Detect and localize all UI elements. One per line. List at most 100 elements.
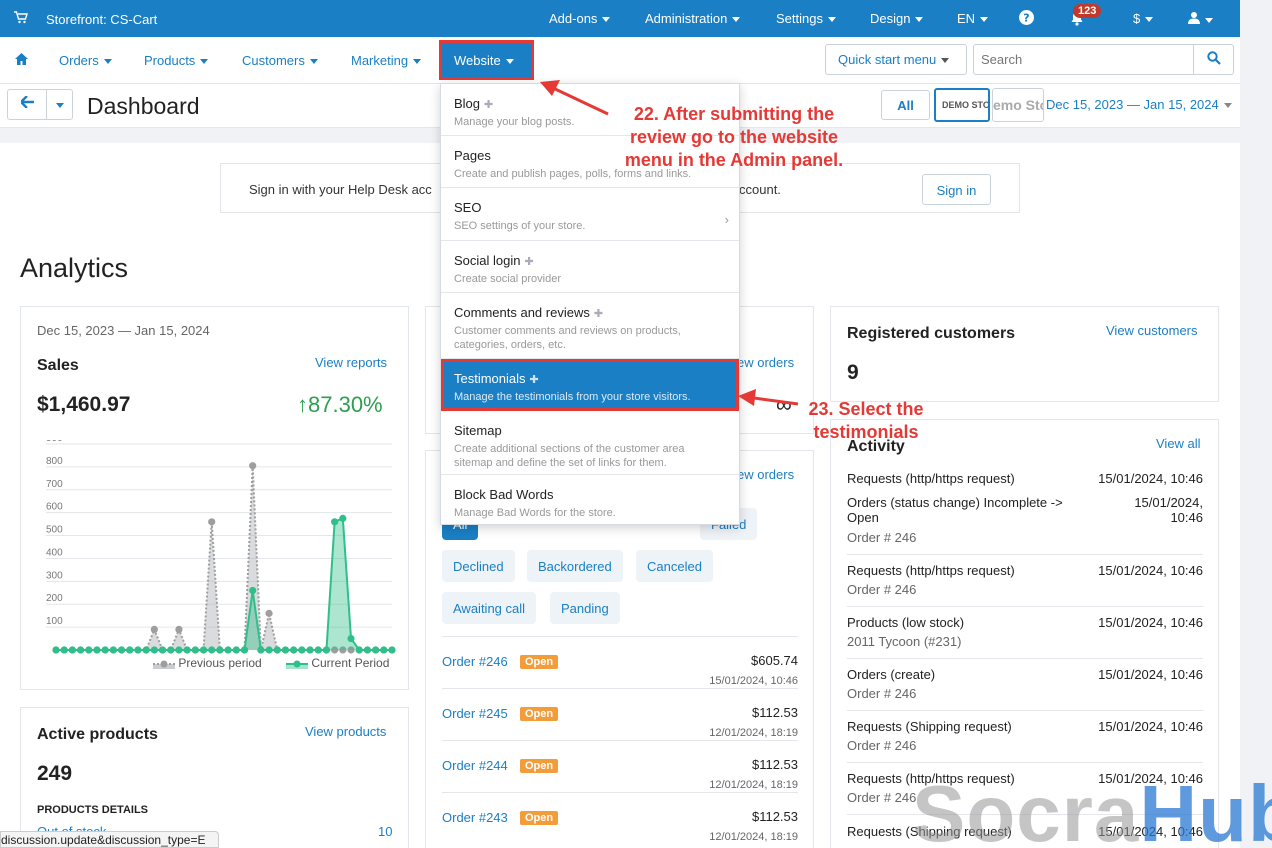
activity-row: Products (low stock) 2011 Tycoon (#231) … — [847, 615, 1203, 659]
menu-item-testimonials[interactable]: Testimonials ✚ Manage the testimonials fr… — [441, 359, 739, 411]
current-period-point — [208, 646, 216, 654]
products-menu[interactable]: Products — [144, 53, 209, 68]
current-period-point — [101, 646, 109, 654]
current-period-point — [134, 646, 142, 654]
active-products-title: Active products — [37, 726, 158, 743]
language-menu[interactable]: EN — [957, 11, 989, 26]
tag-panding[interactable]: Panding — [550, 592, 620, 624]
current-period-point — [126, 646, 134, 654]
order-link[interactable]: Order #246 — [442, 654, 508, 669]
view-orders-link-2[interactable]: ew orders — [737, 467, 795, 482]
menu-item-sitemap[interactable]: Sitemap Create additional sections of th… — [441, 411, 739, 475]
view-customers-link[interactable]: View customers — [1106, 323, 1198, 338]
current-period-point — [52, 646, 60, 654]
user-menu[interactable] — [1188, 11, 1213, 27]
y-tick-label: 600 — [46, 502, 63, 513]
tag-canceled[interactable]: Canceled — [636, 550, 713, 582]
currency-menu[interactable]: $ — [1133, 11, 1154, 26]
status-badge: Open — [520, 707, 559, 721]
menu-item-comments-reviews[interactable]: Comments and reviews ✚ Customer comments … — [441, 293, 739, 359]
analytics-title: Analytics — [20, 253, 129, 283]
sales-card — [20, 306, 409, 690]
page-title: Dashboard — [87, 93, 200, 119]
chevron-right-icon: › — [724, 212, 729, 227]
website-menu[interactable]: Website — [439, 40, 534, 80]
current-period-point — [199, 646, 208, 654]
order-date: 12/01/2024, 18:19 — [709, 831, 798, 843]
svg-text:?: ? — [1023, 12, 1029, 25]
addons-menu[interactable]: Add-ons — [549, 11, 611, 26]
view-reports-link[interactable]: View reports — [315, 355, 388, 370]
history-dropdown-button[interactable] — [46, 89, 73, 120]
current-period-point — [273, 646, 281, 654]
help-icon[interactable]: ? — [1019, 10, 1034, 28]
order-link[interactable]: Order #243 — [442, 810, 508, 825]
y-tick-label: 700 — [46, 479, 63, 490]
current-period-point — [249, 586, 257, 595]
current-period-point — [232, 646, 240, 654]
storefront-switcher[interactable]: Storefront: CS-Cart — [14, 11, 157, 27]
out-of-stock-count[interactable]: 10 — [378, 824, 393, 839]
view-products-link[interactable]: View products — [305, 724, 387, 739]
customers-menu[interactable]: Customers — [242, 53, 318, 68]
previous-period-point — [249, 462, 257, 470]
orders-menu[interactable]: Orders — [59, 53, 112, 68]
order-row[interactable]: Order #244 Open $112.53 12/01/2024, 18:1… — [442, 740, 798, 792]
order-row[interactable]: Order #245 Open $112.53 12/01/2024, 18:1… — [442, 688, 798, 740]
current-period-point — [158, 646, 167, 654]
menu-item-pages[interactable]: Pages Create and publish pages, polls, f… — [441, 136, 739, 188]
current-period-point — [60, 646, 68, 654]
search-button[interactable] — [1193, 44, 1234, 75]
marketing-menu[interactable]: Marketing — [351, 53, 422, 68]
storefront-logo-1[interactable]: DEMO STO — [934, 88, 990, 122]
tag-awaiting-call[interactable]: Awaiting call — [442, 592, 537, 624]
cart-icon — [14, 11, 28, 27]
activity-row: Requests (Shipping request) Order # 246 … — [847, 719, 1203, 763]
previous-period-point — [339, 646, 347, 654]
puzzle-icon: ✚ — [529, 374, 539, 386]
status-badge: Open — [520, 811, 559, 825]
date-range-picker[interactable]: Dec 15, 2023 — Jan 15, 2024 — [1046, 97, 1232, 112]
current-period-point — [306, 646, 314, 654]
quick-start-menu[interactable]: Quick start menu — [825, 44, 967, 75]
tag-backordered[interactable]: Backordered — [527, 550, 623, 582]
order-row[interactable]: Order #246 Open $605.74 15/01/2024, 10:4… — [442, 636, 798, 688]
current-period-point — [216, 646, 224, 654]
menu-item-block-bad-words[interactable]: Block Bad Words Manage Bad Words for the… — [454, 487, 616, 519]
menu-item-blog[interactable]: Blog ✚ Manage your blog posts. — [441, 84, 739, 136]
current-period-point — [290, 646, 298, 654]
current-period-point — [68, 646, 76, 654]
current-period-point — [191, 646, 199, 654]
activity-row: Requests (http/https request) 15/01/2024… — [847, 471, 1203, 486]
home-icon[interactable] — [15, 53, 28, 68]
storefront-logo-2[interactable]: emo Sto — [992, 88, 1044, 122]
activity-card — [830, 419, 1219, 848]
search-input[interactable] — [973, 44, 1194, 75]
current-period-point — [265, 646, 273, 654]
helpdesk-text: Sign in with your Help Desk acc — [249, 182, 432, 197]
sales-change: ↑87.30% — [297, 392, 383, 417]
tag-declined[interactable]: Declined — [442, 550, 515, 582]
view-all-link[interactable]: View all — [1156, 436, 1201, 451]
order-amount: $112.53 — [751, 705, 798, 720]
website-dropdown-menu: Blog ✚ Manage your blog posts. Pages Crea… — [440, 83, 740, 525]
administration-menu[interactable]: Administration — [645, 11, 741, 26]
design-menu[interactable]: Design — [870, 11, 924, 26]
view-orders-link[interactable]: ew orders — [737, 355, 795, 370]
order-amount: $112.53 — [751, 809, 798, 824]
current-period-point — [355, 646, 363, 654]
previous-period-point — [150, 625, 158, 633]
order-row[interactable]: Order #243 Open $112.53 12/01/2024, 18:1… — [442, 792, 798, 844]
all-storefronts-button[interactable]: All — [881, 90, 930, 120]
current-period-point — [257, 646, 265, 654]
menu-item-seo[interactable]: SEO SEO settings of your store. › — [441, 188, 739, 241]
menu-item-social-login[interactable]: Social login ✚ Create social provider — [441, 241, 739, 293]
current-period-point — [363, 646, 372, 654]
order-amount: $605.74 — [751, 653, 798, 668]
current-period-point — [331, 518, 339, 526]
order-link[interactable]: Order #244 — [442, 758, 508, 773]
helpdesk-signin-button[interactable]: Sign in — [922, 174, 991, 205]
settings-menu[interactable]: Settings — [776, 11, 836, 26]
order-link[interactable]: Order #245 — [442, 706, 508, 721]
